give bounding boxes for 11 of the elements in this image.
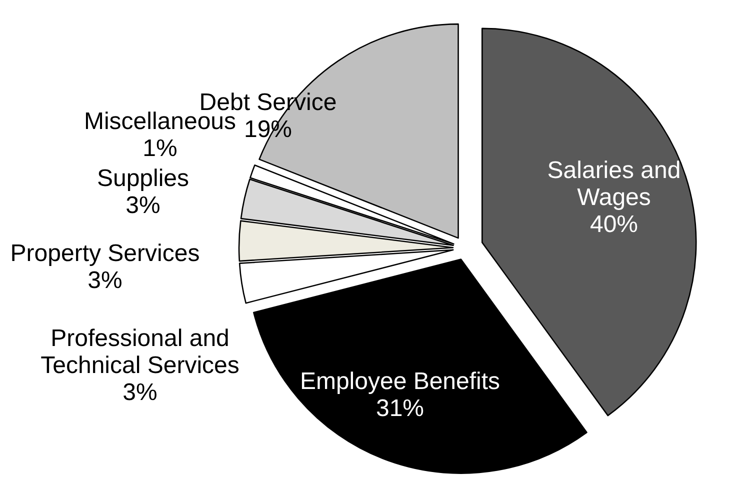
slice-label: Professional and Technical Services	[40, 325, 240, 380]
slice-label: Property Services	[10, 240, 200, 268]
data-label: 31%	[376, 395, 424, 422]
slice-label: Employee Benefits	[300, 368, 500, 396]
data-label: 3%	[126, 192, 160, 220]
data-label: 3%	[88, 267, 122, 294]
data-label: 1%	[142, 135, 178, 162]
data-label: 3%	[122, 379, 158, 406]
data-label: 40%	[590, 211, 638, 238]
slice-label: Salaries and Wages	[547, 157, 681, 212]
slice-label: Supplies	[96, 165, 190, 192]
